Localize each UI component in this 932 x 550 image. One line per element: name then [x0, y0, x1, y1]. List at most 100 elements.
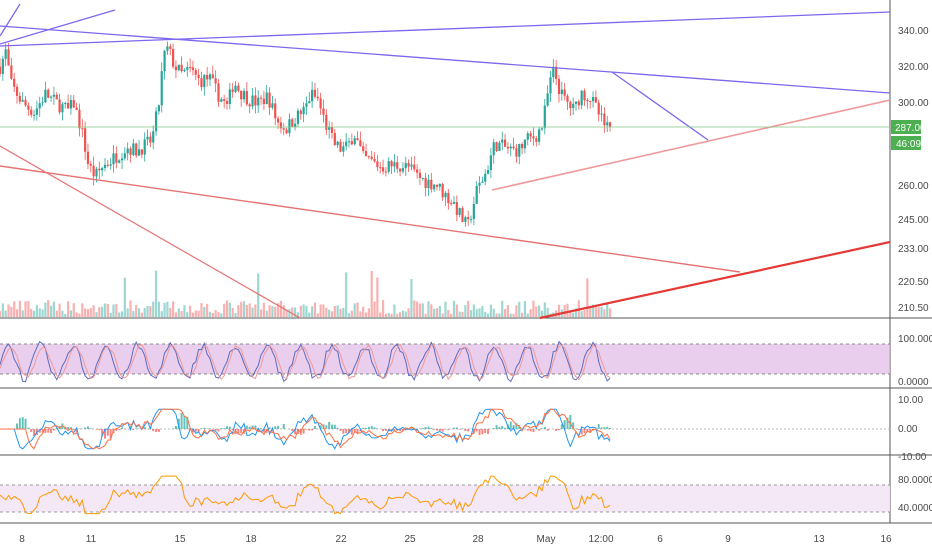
macd-histogram-bar [566, 417, 569, 429]
macd-histogram-bar [393, 429, 396, 432]
volume-bar [410, 278, 413, 317]
macd-histogram-bar [484, 429, 487, 434]
macd-histogram-bar [492, 428, 495, 429]
candle-body [401, 168, 405, 172]
volume-bar [89, 308, 92, 317]
volume-bar [288, 309, 291, 317]
candle-body [492, 142, 495, 156]
candle-body [78, 109, 81, 129]
macd-histogram-bar [447, 429, 450, 431]
volume-bar [143, 307, 146, 317]
volume-bar [163, 302, 166, 317]
volume-bar [472, 304, 475, 317]
trendline-blue-short[interactable] [0, 9, 116, 45]
candle-body [350, 141, 353, 145]
macd-histogram-bar [399, 429, 402, 432]
volume-bar [101, 306, 104, 317]
candle-body [552, 66, 555, 78]
macd-histogram-bar [183, 415, 186, 429]
volume-bar [563, 305, 566, 317]
trendline-pink-support[interactable] [491, 99, 891, 191]
volume-bar [404, 311, 407, 317]
candle-body [421, 177, 424, 179]
volume-bar [350, 310, 353, 317]
volume-bar [146, 305, 149, 317]
macd-histogram-bar [27, 427, 30, 429]
volume-bar [398, 312, 402, 317]
macd-histogram-bar [194, 429, 197, 432]
candle-body [206, 74, 209, 80]
candle-body [123, 153, 126, 159]
candle-body [154, 111, 158, 132]
candle-body [583, 90, 586, 101]
macd-histogram-bar [435, 429, 438, 431]
volume-bar [129, 300, 132, 317]
trendline-red-rising[interactable] [539, 240, 891, 320]
macd-histogram-bar [597, 424, 600, 429]
candle-body [498, 142, 501, 152]
candle-body [333, 132, 336, 146]
candle-body [503, 139, 507, 147]
candle-body [379, 167, 382, 169]
volume-bar [586, 278, 589, 317]
macd-histogram-bar [600, 427, 603, 429]
macd-histogram-bar [603, 427, 606, 429]
trendline-blue-steep[interactable] [0, 3, 21, 37]
candle-body [486, 170, 490, 174]
macd-histogram-bar [430, 427, 433, 429]
volume-bar [461, 311, 464, 317]
candle-body [271, 103, 274, 108]
candle-body [132, 143, 135, 155]
volume-bar [217, 312, 220, 317]
candle-body [367, 156, 370, 158]
volume-bar [240, 301, 243, 317]
volume-bar [92, 305, 95, 317]
trendline-blue-upper[interactable] [0, 11, 891, 47]
stoch-k-line [0, 340, 611, 383]
macd-histogram-bar [86, 426, 89, 429]
trendline-red-steep[interactable] [0, 145, 301, 319]
volume-bar [120, 311, 124, 317]
macd-histogram-bar [356, 429, 359, 435]
volume-bar [529, 309, 532, 317]
macd-histogram-bar [121, 427, 124, 429]
candle-body [603, 113, 606, 126]
volume-bar [228, 302, 231, 317]
macd-histogram-bar [260, 428, 263, 429]
macd-histogram-bar [504, 427, 507, 429]
candle-body [143, 139, 146, 155]
candle-body [112, 153, 115, 165]
volume-bar [225, 300, 229, 317]
trend-lines[interactable] [0, 3, 891, 320]
trendline-red-lower[interactable] [0, 165, 741, 273]
macd-histogram-bar [512, 425, 515, 429]
macd-histogram-bar [155, 429, 158, 432]
macd-histogram-bar [268, 427, 271, 429]
macd-histogram-bar [458, 429, 461, 430]
candle-body [282, 128, 285, 130]
trendline-blue-descending[interactable] [0, 25, 891, 94]
volume-bar [336, 305, 339, 317]
candle-body [362, 146, 365, 152]
macd-histogram-bar [305, 429, 308, 430]
macd-histogram-bar [103, 429, 106, 439]
macd-histogram-bar [328, 421, 331, 429]
macd-histogram-bar [401, 429, 404, 432]
macd-histogram-bar [21, 417, 24, 429]
candle-body [535, 138, 538, 142]
candle-body [387, 161, 390, 172]
trendline-blue-wedge[interactable] [611, 71, 709, 141]
macd-histogram-bar [589, 429, 592, 432]
candle-body [279, 122, 283, 129]
macd-histogram-bar [538, 429, 541, 431]
time-tick: 12:00 [588, 534, 613, 545]
candle-body [118, 160, 121, 163]
candle-body [574, 101, 578, 104]
candlesticks [0, 41, 612, 227]
candle-body [240, 90, 243, 100]
candle-body [262, 98, 265, 105]
volume-bar [364, 312, 368, 317]
macd-histogram-bar [84, 427, 87, 429]
volume-bar [214, 310, 217, 317]
